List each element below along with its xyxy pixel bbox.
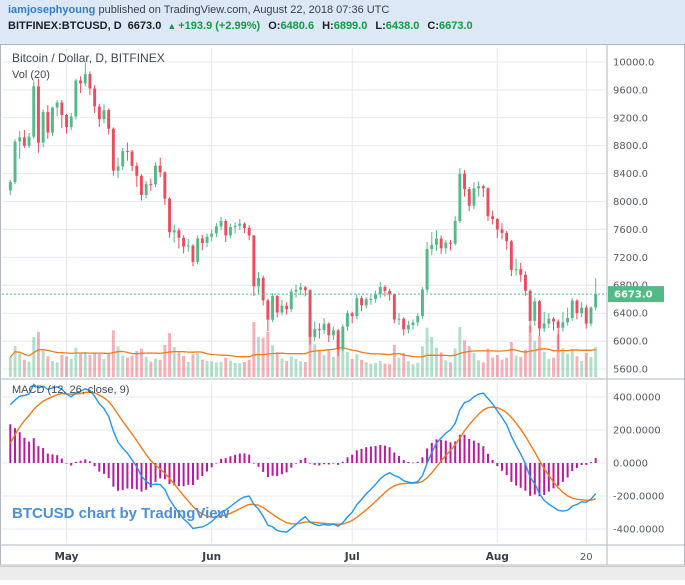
author-link[interactable]: iamjosephyoung xyxy=(8,4,96,16)
svg-text:Jun: Jun xyxy=(201,551,221,563)
candles xyxy=(8,62,598,357)
chart-canvas[interactable]: 5600.06000.06400.06800.07200.07600.08000… xyxy=(0,44,685,580)
svg-text:-200.0000: -200.0000 xyxy=(613,492,664,503)
open-value: 6480.6 xyxy=(280,20,315,32)
chart-region: 5600.06000.06400.06800.07200.07600.08000… xyxy=(0,44,685,580)
up-triangle-icon: ▲ xyxy=(167,21,177,31)
high-label: H: xyxy=(322,20,334,32)
close-value: 6673.0 xyxy=(439,20,473,32)
svg-text:Aug: Aug xyxy=(486,551,509,563)
low-pair: L:6438.0 xyxy=(375,20,419,32)
symbol-last-price: 6673.0 xyxy=(127,20,162,32)
svg-text:20: 20 xyxy=(580,552,593,563)
symbol-ohlc-bar: BITFINEX:BTCUSD, D 6673.0 ▲ +193.9 (+2.99%)… xyxy=(8,20,685,32)
svg-text:Jul: Jul xyxy=(344,551,360,563)
svg-text:400.0000: 400.0000 xyxy=(613,393,661,404)
svg-text:8800.0: 8800.0 xyxy=(613,141,648,152)
svg-text:May: May xyxy=(54,551,78,563)
svg-text:6673.0: 6673.0 xyxy=(614,290,653,301)
svg-text:0.0000: 0.0000 xyxy=(613,459,648,470)
svg-text:6000.0: 6000.0 xyxy=(613,337,648,348)
low-value: 6438.0 xyxy=(385,20,420,32)
high-pair: H:6899.0 xyxy=(322,20,367,32)
svg-text:8400.0: 8400.0 xyxy=(613,169,648,180)
low-label: L: xyxy=(375,20,386,32)
last-price-marker: 6673.0 xyxy=(2,286,664,303)
volume-bars xyxy=(8,322,598,377)
chart-chrome xyxy=(0,44,685,580)
svg-text:5600.0: 5600.0 xyxy=(613,365,648,376)
publish-info: iamjosephyoung published on TradingView.… xyxy=(8,4,685,16)
close-label: C: xyxy=(427,20,440,32)
h-scrollbar[interactable] xyxy=(0,566,685,580)
published-text: published on TradingView.com, August 22,… xyxy=(98,4,390,16)
open-label: O: xyxy=(268,20,281,32)
svg-text:8000.0: 8000.0 xyxy=(613,197,648,208)
axis-labels: 5600.06000.06400.06800.07200.07600.08000… xyxy=(54,58,664,564)
macd-plot xyxy=(9,383,597,533)
svg-text:9200.0: 9200.0 xyxy=(613,113,648,124)
svg-text:200.0000: 200.0000 xyxy=(613,426,661,437)
svg-text:10000.0: 10000.0 xyxy=(613,58,654,69)
open-pair: O:6480.6 xyxy=(268,20,314,32)
header-bar: iamjosephyoung published on TradingView.… xyxy=(0,0,685,44)
close-pair: C:6673.0 xyxy=(427,20,472,32)
svg-text:7200.0: 7200.0 xyxy=(613,253,648,264)
change-text: +193.9 (+2.99%) xyxy=(178,20,261,32)
svg-text:-400.0000: -400.0000 xyxy=(613,525,664,536)
svg-text:6400.0: 6400.0 xyxy=(613,309,648,320)
svg-text:9600.0: 9600.0 xyxy=(613,85,648,96)
svg-text:7600.0: 7600.0 xyxy=(613,225,648,236)
symbol-name: BITFINEX:BTCUSD, D xyxy=(8,20,122,32)
high-value: 6899.0 xyxy=(333,20,368,32)
